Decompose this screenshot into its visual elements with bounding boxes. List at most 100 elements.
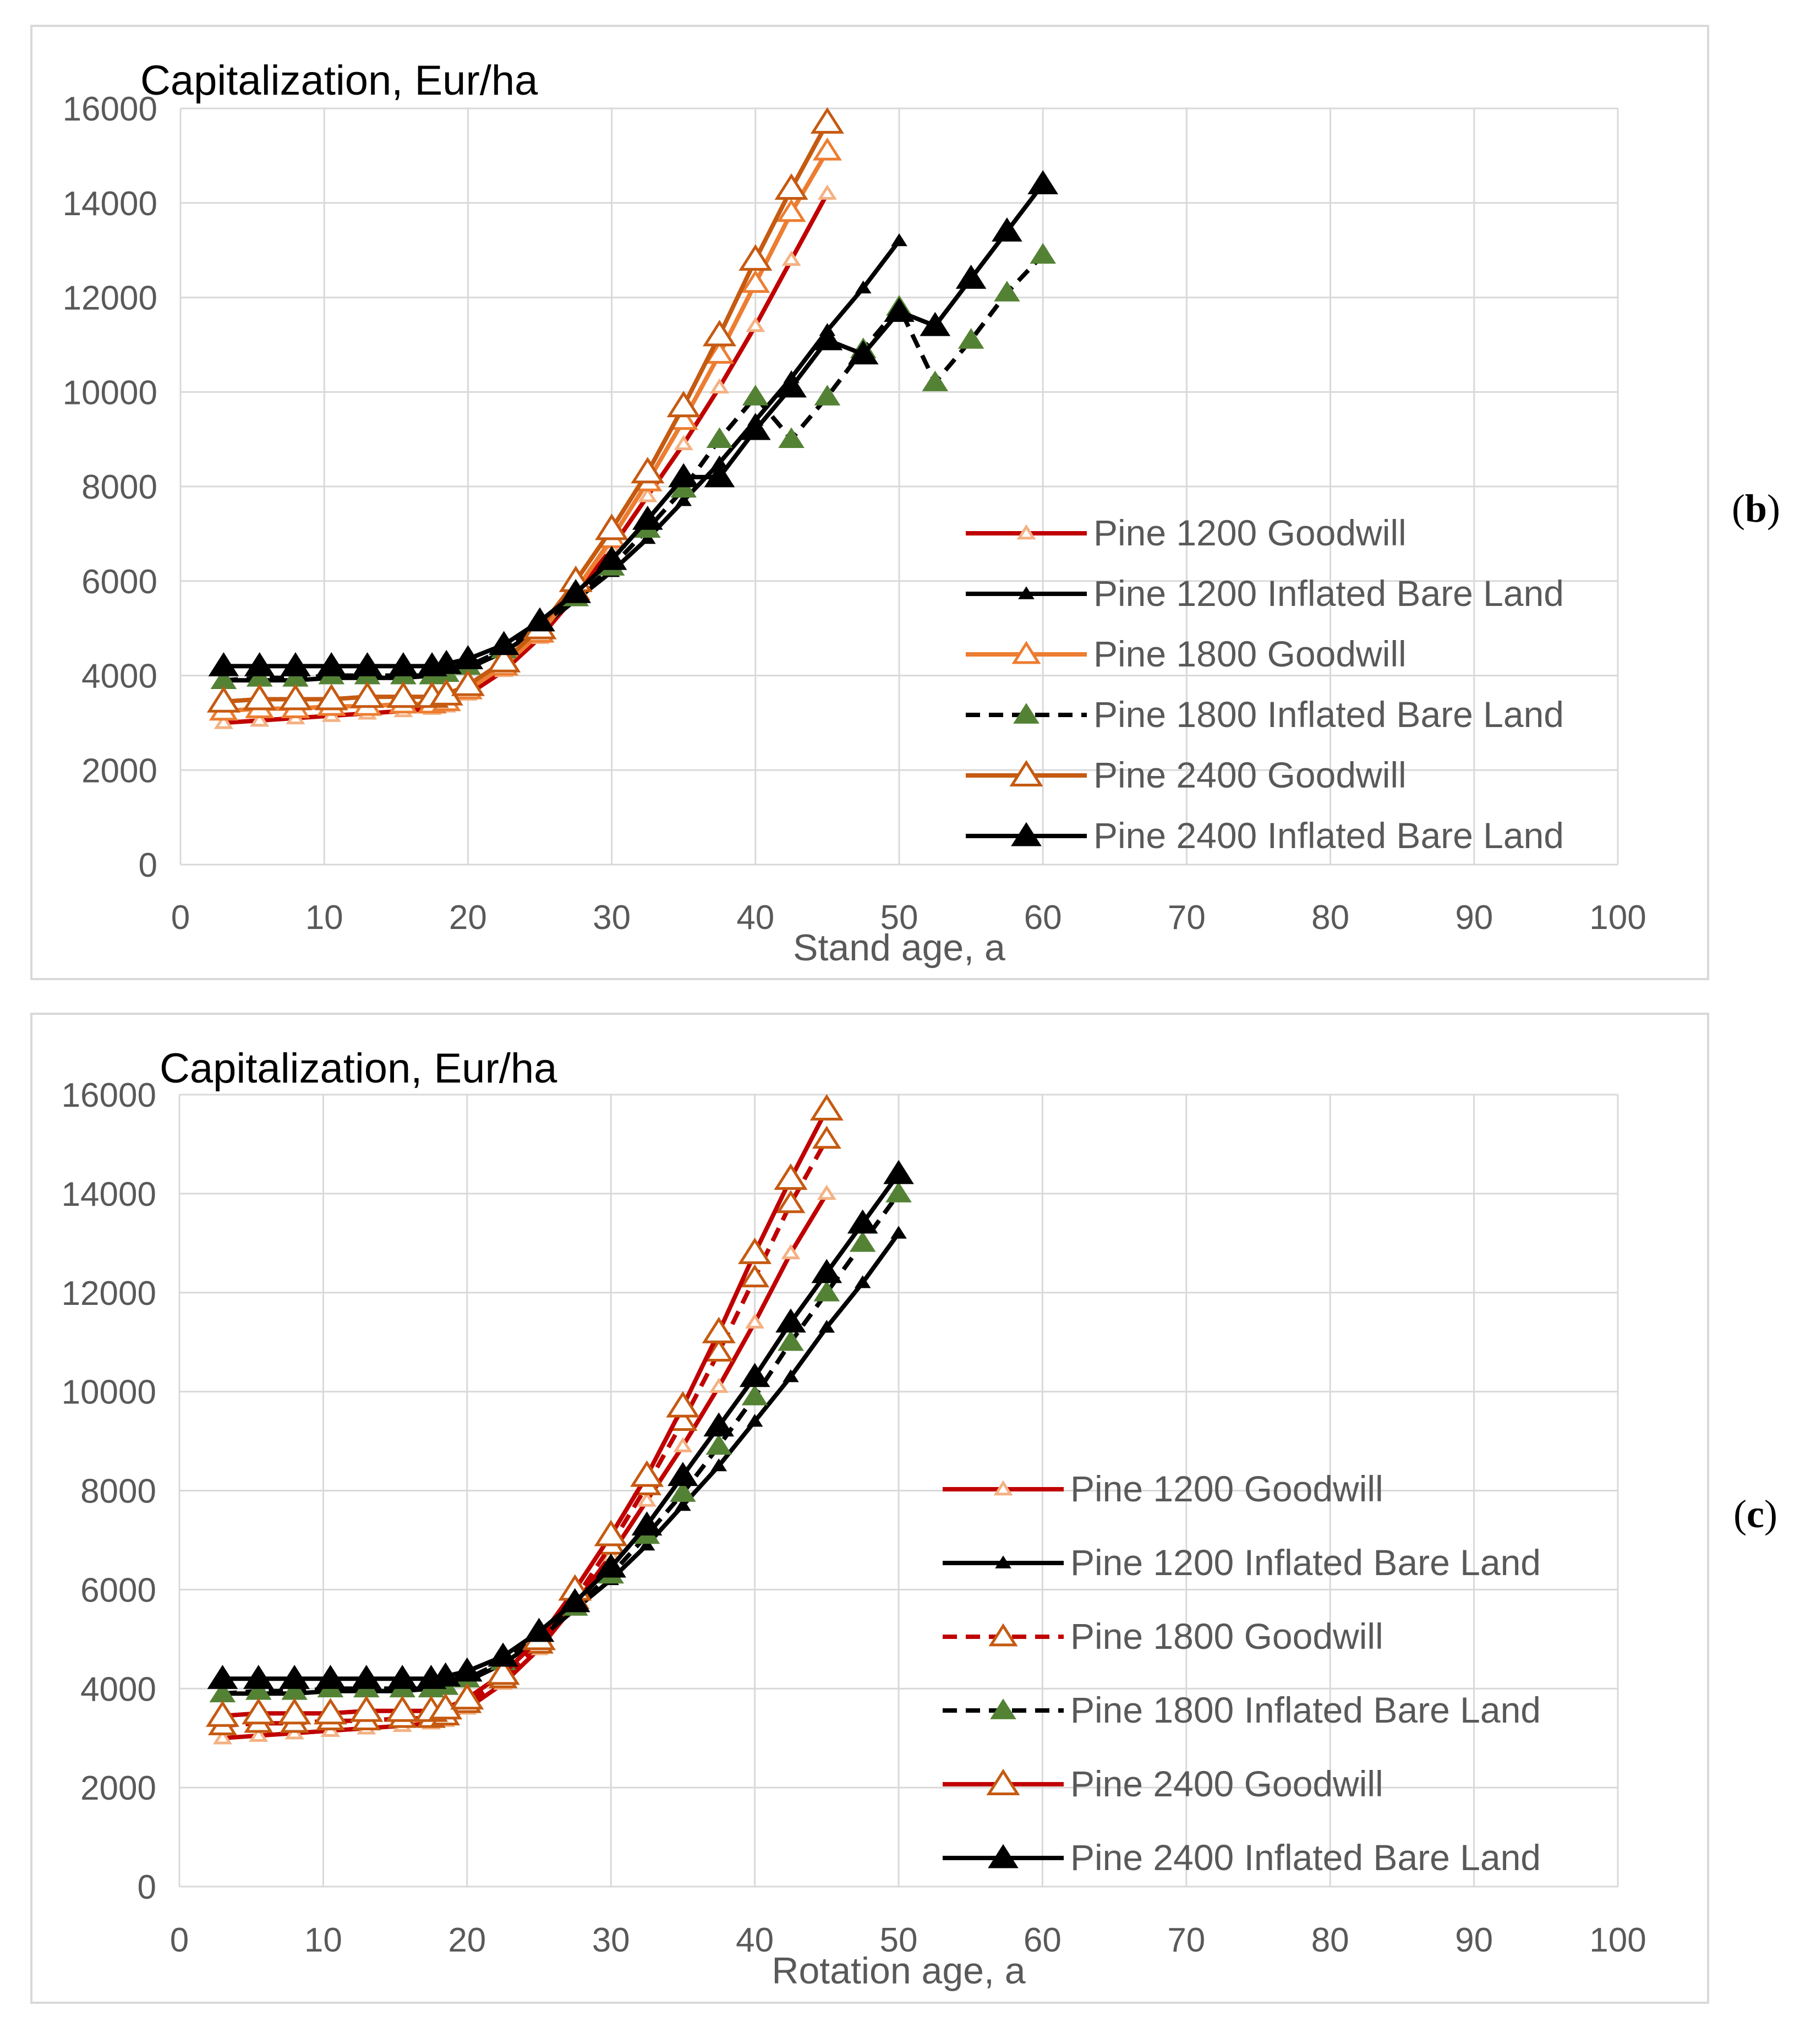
- data-point: [451, 669, 485, 696]
- data-point: [670, 1481, 696, 1502]
- series-pine-2400-inflated-bare-land: [208, 170, 1059, 676]
- data-point: [675, 1498, 691, 1511]
- data-point: [451, 1657, 483, 1682]
- x-tick-label: 90: [1455, 899, 1493, 937]
- data-point: [675, 493, 692, 506]
- data-point: [994, 281, 1020, 302]
- data-point: [818, 1320, 835, 1333]
- data-point: [666, 1391, 700, 1418]
- x-tick-label: 10: [304, 1921, 342, 1959]
- data-point: [638, 487, 658, 502]
- data-point: [812, 1125, 841, 1149]
- y-tick-label: 16000: [62, 1076, 156, 1114]
- y-tick-label: 0: [139, 846, 157, 884]
- legend-marker: [988, 1844, 1019, 1868]
- data-point: [814, 385, 841, 406]
- data-point: [741, 270, 770, 293]
- legend-label: Pine 1200 Goodwill: [1093, 512, 1407, 553]
- data-point: [810, 107, 844, 134]
- x-tick-label: 100: [1589, 1921, 1646, 1959]
- data-point: [776, 1190, 806, 1214]
- data-point: [738, 244, 773, 271]
- x-tick-label: 40: [736, 899, 774, 937]
- data-point: [673, 1437, 693, 1452]
- data-point: [781, 250, 801, 266]
- data-point: [776, 199, 806, 222]
- y-tick-label: 10000: [62, 1374, 156, 1412]
- data-point: [212, 1729, 232, 1745]
- data-point: [778, 427, 805, 448]
- data-point: [702, 1316, 736, 1343]
- data-point: [486, 1658, 520, 1685]
- x-tick-label: 0: [170, 1921, 189, 1959]
- data-point: [778, 1330, 804, 1351]
- legend-marker: [988, 1623, 1018, 1647]
- data-point: [242, 1698, 276, 1725]
- x-tick-label: 90: [1455, 1921, 1493, 1959]
- data-point: [849, 1231, 876, 1252]
- data-point: [630, 1460, 664, 1487]
- data-point: [243, 1664, 274, 1689]
- data-point: [349, 1695, 384, 1722]
- data-point: [704, 1338, 734, 1362]
- data-point: [709, 378, 730, 394]
- data-point: [279, 1664, 310, 1689]
- y-tick-label: 6000: [80, 1571, 156, 1609]
- data-point: [595, 1553, 627, 1578]
- data-point: [488, 1642, 518, 1667]
- legend-label: Pine 1200 Inflated Bare Land: [1070, 1542, 1541, 1583]
- data-point: [812, 137, 842, 161]
- chart-frame: [30, 1013, 1709, 2004]
- data-point: [638, 1537, 655, 1551]
- data-point: [386, 681, 420, 708]
- legend-marker: [986, 1768, 1020, 1796]
- data-point: [740, 1264, 770, 1288]
- data-point: [783, 1369, 799, 1382]
- legend: Pine 1200 Goodwill Pine 1200 Inflated Bar…: [966, 512, 1564, 856]
- data-point: [812, 326, 843, 351]
- data-point: [637, 1491, 657, 1507]
- data-point: [992, 217, 1022, 242]
- x-tick-label: 60: [1024, 899, 1062, 937]
- data-point: [388, 652, 419, 676]
- data-point: [738, 1237, 772, 1264]
- data-point: [741, 1384, 768, 1406]
- data-point: [487, 646, 521, 673]
- data-point: [631, 1511, 663, 1536]
- y-tick-label: 8000: [80, 1473, 156, 1511]
- legend-marker: [1011, 641, 1041, 664]
- data-point: [352, 652, 383, 676]
- data-point: [775, 1308, 806, 1333]
- data-point: [632, 505, 663, 530]
- data-point: [774, 173, 808, 200]
- data-point: [710, 1458, 727, 1472]
- legend-label: Pine 2400 Goodwill: [1070, 1763, 1383, 1804]
- series-pine-2400-inflated-bare-land: [207, 1160, 914, 1689]
- y-tick-label: 14000: [63, 185, 157, 223]
- y-tick-label: 0: [138, 1868, 156, 1906]
- data-point: [739, 1363, 770, 1387]
- y-tick-label: 12000: [62, 1275, 156, 1313]
- data-point: [817, 1184, 836, 1200]
- legend-marker: [990, 1698, 1016, 1719]
- x-tick-label: 20: [448, 1921, 486, 1959]
- legend-marker: [1011, 822, 1042, 846]
- chart-panel-b: 0 2000 4000 6000 8000 10000 12000 14000 16000 0 10…: [30, 25, 1709, 980]
- data-point: [668, 463, 699, 488]
- chart-title: Capitalization, Eur/ha: [140, 57, 538, 104]
- data-point: [244, 652, 275, 676]
- data-point: [524, 607, 555, 632]
- data-point: [883, 1160, 914, 1184]
- x-tick-label: 30: [593, 899, 631, 937]
- data-point: [811, 1259, 842, 1283]
- data-point: [595, 513, 629, 540]
- data-point: [351, 1664, 382, 1689]
- data-point: [703, 1412, 735, 1437]
- x-tick-label: 30: [592, 1921, 630, 1959]
- data-point: [1027, 170, 1059, 194]
- x-tick-label: 80: [1311, 1921, 1349, 1959]
- legend: Pine 1200 Goodwill Pine 1200 Inflated Bar…: [943, 1468, 1541, 1878]
- chart-title: Capitalization, Eur/ha: [160, 1045, 557, 1092]
- legend-marker: [1013, 703, 1039, 724]
- data-point: [450, 1683, 484, 1710]
